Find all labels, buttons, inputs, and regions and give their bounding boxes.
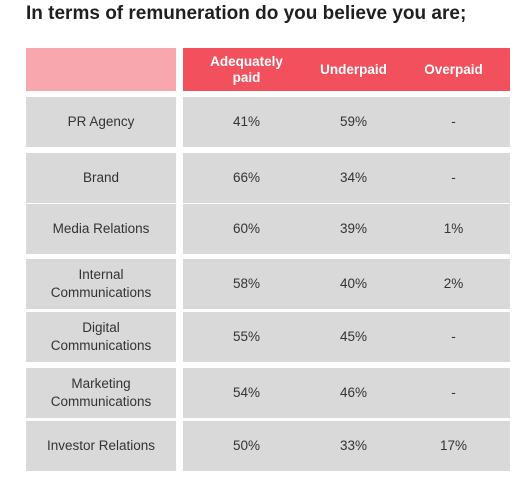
table-row [183,421,510,471]
row-label: Media Relations [26,204,176,254]
overpaid-cell: 17% [439,438,468,453]
column-header-adequately-paid: Adequately paid [210,53,283,85]
adequately-paid-cell: 60% [232,221,261,236]
adequately-paid-cell: 58% [232,276,261,291]
adequately-paid-cell: 54% [232,385,261,400]
underpaid-cell: 39% [339,221,368,236]
row-label: PR Agency [26,97,176,147]
underpaid-cell: 45% [339,329,368,344]
adequately-paid-cell: 41% [232,114,261,129]
header-band [183,48,510,91]
table-row [183,153,510,203]
row-label: Brand [26,153,176,203]
overpaid-cell: - [451,114,456,129]
row-label: Investor Relations [26,421,176,471]
underpaid-cell: 34% [339,170,368,185]
table-row [183,204,510,254]
overpaid-cell: - [451,329,456,344]
table-row [183,259,510,309]
underpaid-cell: 33% [339,438,368,453]
underpaid-cell: 46% [339,385,368,400]
column-header-overpaid: Overpaid [424,61,483,77]
row-label: Internal Communications [26,259,176,309]
row-label: Digital Communications [26,312,176,362]
overpaid-cell: - [451,385,456,400]
overpaid-cell: - [451,170,456,185]
overpaid-cell: 1% [443,221,464,236]
row-label: Marketing Communications [26,368,176,418]
header-corner-cell [26,48,176,91]
adequately-paid-cell: 55% [232,329,261,344]
table-row [183,312,510,362]
adequately-paid-cell: 66% [232,170,261,185]
underpaid-cell: 59% [339,114,368,129]
page-title: In terms of remuneration do you believe … [26,3,467,24]
table-row [183,97,510,147]
column-header-underpaid: Underpaid [320,61,387,77]
adequately-paid-cell: 50% [232,438,261,453]
underpaid-cell: 40% [339,276,368,291]
overpaid-cell: 2% [443,276,464,291]
table-row [183,368,510,418]
